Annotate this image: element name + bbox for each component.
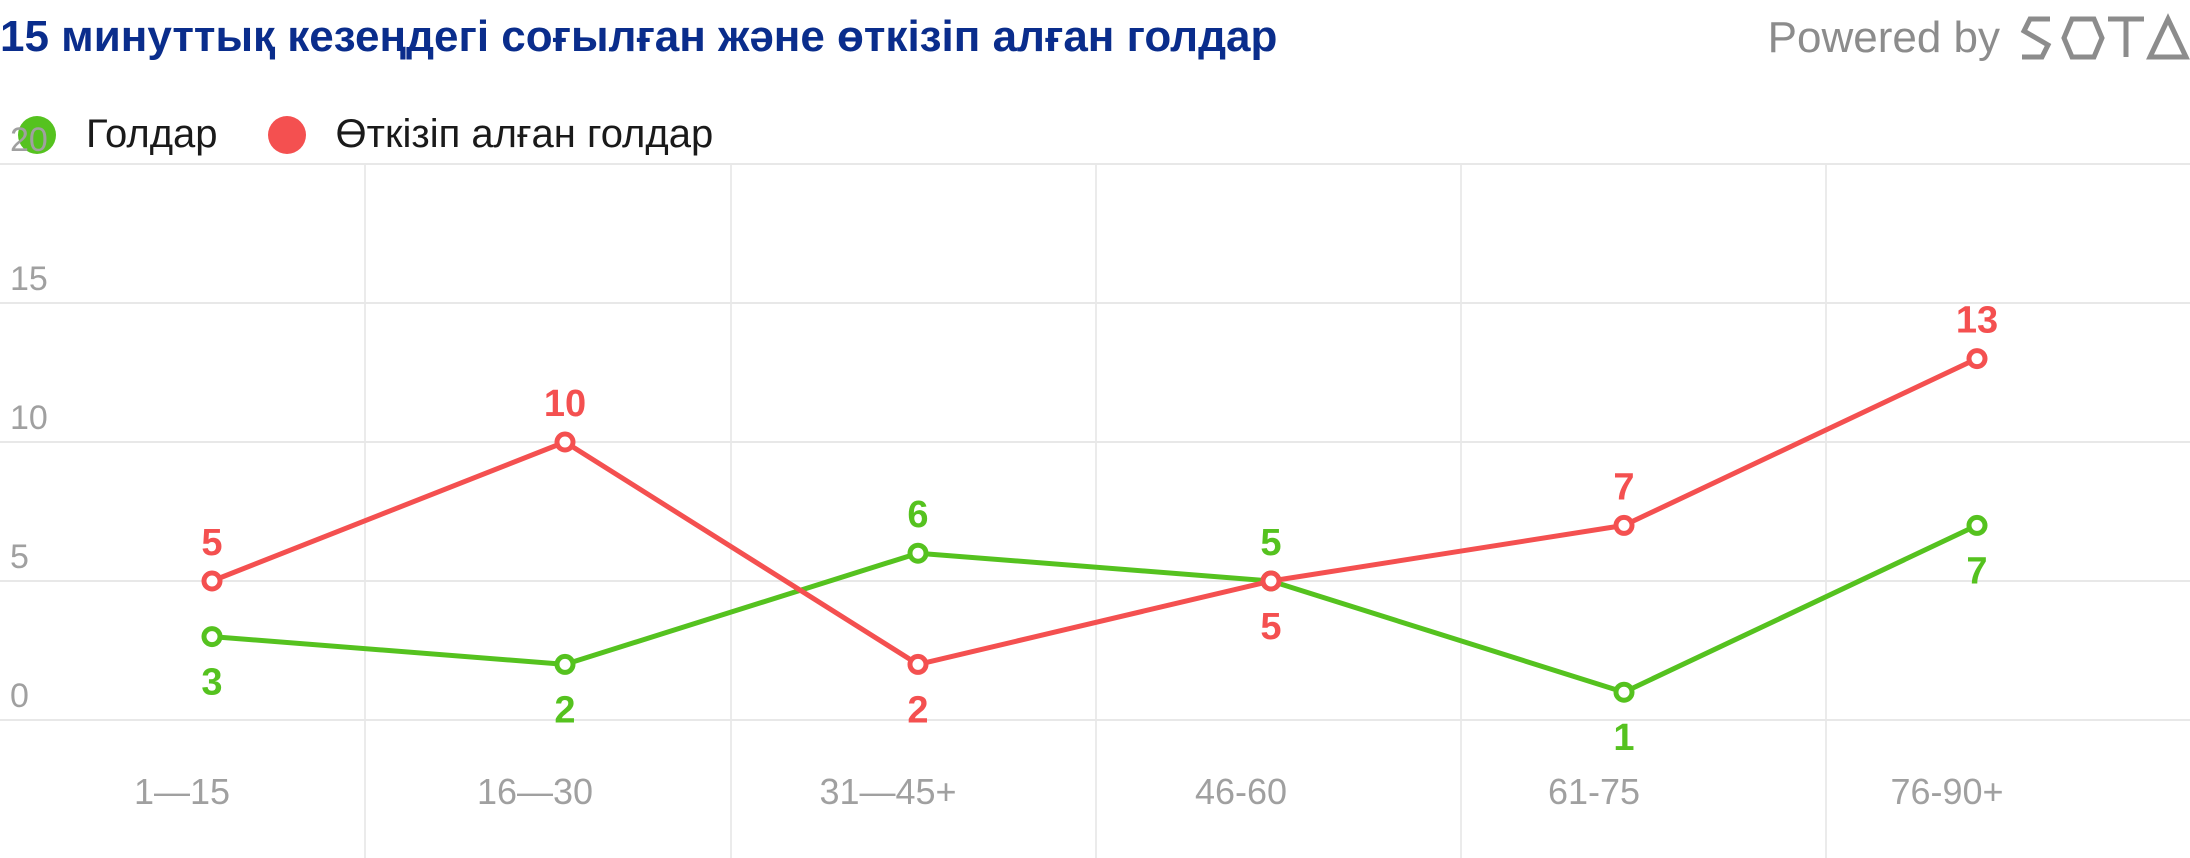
y-tick-label: 10 <box>10 399 48 437</box>
y-tick-label: 0 <box>10 677 29 715</box>
data-label: 3 <box>201 662 222 704</box>
series-0-point <box>201 626 223 648</box>
data-label: 2 <box>554 689 575 731</box>
sota-logo <box>2020 13 2190 60</box>
powered-by-label: Powered by <box>1767 13 2000 62</box>
data-label: 6 <box>907 494 928 536</box>
series-0-point <box>554 653 576 675</box>
data-label: 7 <box>1966 550 1987 592</box>
x-tick-label: 1—15 <box>134 771 230 812</box>
legend-label-goals: Голдар <box>86 112 218 156</box>
chart-title: 15 минуттық кезеңдегі соғылған және өткі… <box>0 12 1278 61</box>
x-tick-label: 31—45+ <box>819 771 956 812</box>
series-line-0 <box>211 523 1979 695</box>
data-label: 1 <box>1613 717 1634 759</box>
legend-item-conceded[interactable]: Өткізіп алған голдар <box>267 112 714 157</box>
data-label: 5 <box>1260 522 1281 564</box>
series-1-point <box>554 431 576 453</box>
data-label: 5 <box>201 522 222 564</box>
x-tick-label: 76-90+ <box>1890 771 2003 812</box>
series-1-point <box>907 653 929 675</box>
series-1-point <box>1613 514 1635 536</box>
data-label: 2 <box>907 689 928 731</box>
data-label: 7 <box>1613 466 1634 508</box>
series-line-1 <box>211 356 1979 667</box>
x-tick-label: 16—30 <box>477 771 593 812</box>
legend-item-goals[interactable]: Голдар <box>18 112 218 157</box>
data-label: 5 <box>1260 606 1281 648</box>
x-tick-label: 46-60 <box>1195 771 1287 812</box>
x-tick-label: 61-75 <box>1548 771 1640 812</box>
series-0-point <box>1613 681 1635 703</box>
legend-dot-conceded <box>267 115 306 154</box>
legend-label-conceded: Өткізіп алған голдар <box>335 112 714 156</box>
y-tick-label: 5 <box>10 538 29 576</box>
legend: Голдар Өткізіп алған голдар <box>18 112 763 157</box>
legend-dot-goals <box>18 115 56 154</box>
powered-by: Powered by <box>1768 8 2190 68</box>
series-1-point <box>1966 348 1988 370</box>
y-tick-label: 20 <box>10 121 48 159</box>
series-0-point <box>907 542 929 564</box>
series-0-point <box>1966 514 1988 536</box>
series-1-point <box>1260 570 1282 592</box>
data-label: 10 <box>544 383 586 425</box>
y-tick-label: 15 <box>10 260 48 298</box>
series-1-point <box>201 570 223 592</box>
data-label: 13 <box>1956 300 1998 342</box>
